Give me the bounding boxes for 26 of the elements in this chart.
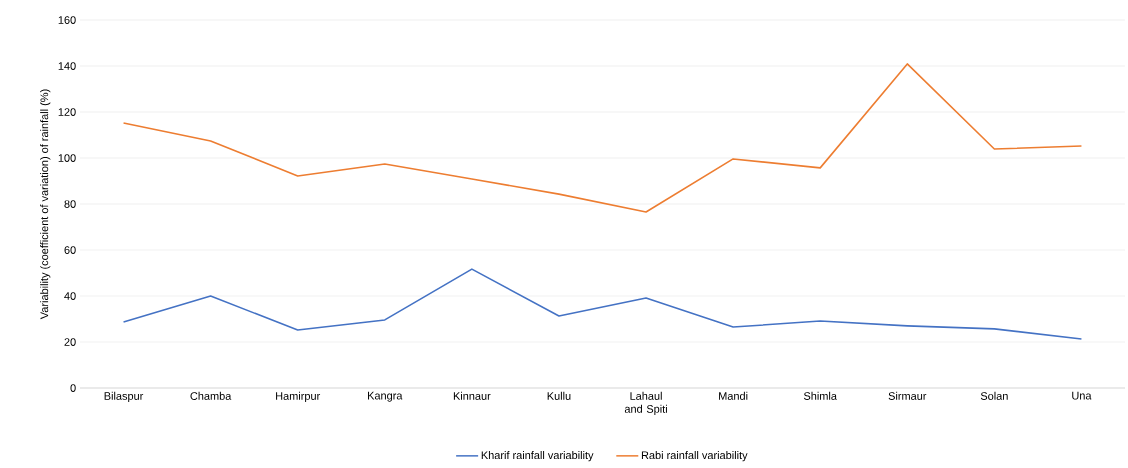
y-tick-label: 120 [58,108,76,116]
y-tick-label: 140 [58,62,76,70]
legend-label: Rabi rainfall variability [641,451,748,462]
y-axis-title: Variability (coefficient of variation) of rainfall (%) [40,89,51,320]
x-tick-label: Mandi [719,391,748,400]
y-tick-label: 160 [58,16,76,24]
x-tick-label: Lahaul and Spiti [624,391,667,416]
y-tick-label: 100 [58,154,76,162]
x-tick-label: Sirmaur [888,391,927,400]
x-tick-label: Shimla [803,391,837,400]
x-tick-label: Kinnaur [453,391,491,400]
y-tick-label: 40 [64,292,76,300]
line-series [122,63,1083,213]
legend-label: Kharif rainfall variability [481,451,594,462]
y-tick-label: 80 [64,200,76,208]
x-tick-label: Hamirpur [276,391,321,403]
x-tick-label: Kullu [547,391,571,400]
line-series [122,268,1083,340]
y-tick-label: 20 [64,338,76,346]
x-tick-label: Bilaspur [104,391,144,403]
x-tick-label: Kangra [368,391,403,402]
x-tick-label: Solan [980,391,1008,400]
y-tick-label: 0 [70,384,76,392]
x-tick-label: Chamba [190,391,232,400]
y-tick-label: 60 [64,246,76,254]
x-tick-label: Una [1072,391,1092,400]
